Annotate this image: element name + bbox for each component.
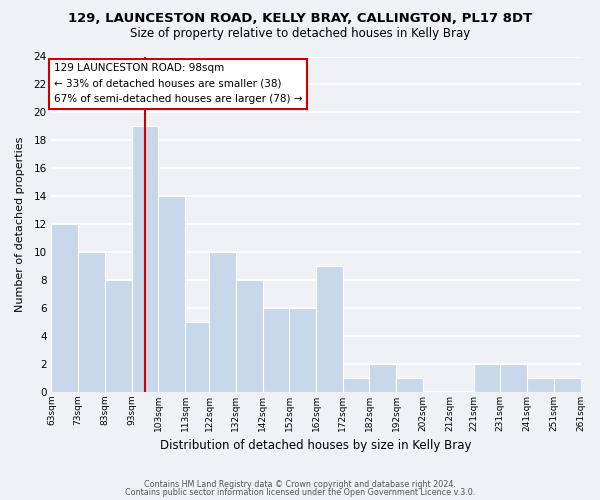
Bar [209, 252, 236, 392]
Text: 129, LAUNCESTON ROAD, KELLY BRAY, CALLINGTON, PL17 8DT: 129, LAUNCESTON ROAD, KELLY BRAY, CALLIN… [68, 12, 532, 26]
Bar [185, 322, 209, 392]
Bar [396, 378, 423, 392]
Bar [473, 364, 500, 392]
Bar [52, 224, 78, 392]
Bar [316, 266, 343, 392]
Bar [500, 364, 527, 392]
Bar [131, 126, 158, 392]
X-axis label: Distribution of detached houses by size in Kelly Bray: Distribution of detached houses by size … [160, 440, 472, 452]
Text: Size of property relative to detached houses in Kelly Bray: Size of property relative to detached ho… [130, 28, 470, 40]
Bar [554, 378, 581, 392]
Bar [370, 364, 396, 392]
Bar [527, 378, 554, 392]
Bar [343, 378, 370, 392]
Text: Contains HM Land Registry data © Crown copyright and database right 2024.: Contains HM Land Registry data © Crown c… [144, 480, 456, 489]
Y-axis label: Number of detached properties: Number of detached properties [15, 136, 25, 312]
Bar [78, 252, 105, 392]
Bar [105, 280, 131, 392]
Text: Contains public sector information licensed under the Open Government Licence v.: Contains public sector information licen… [125, 488, 475, 497]
Bar [158, 196, 185, 392]
Bar [289, 308, 316, 392]
Bar [263, 308, 289, 392]
Text: 129 LAUNCESTON ROAD: 98sqm
← 33% of detached houses are smaller (38)
67% of semi: 129 LAUNCESTON ROAD: 98sqm ← 33% of deta… [54, 64, 302, 104]
Bar [236, 280, 263, 392]
